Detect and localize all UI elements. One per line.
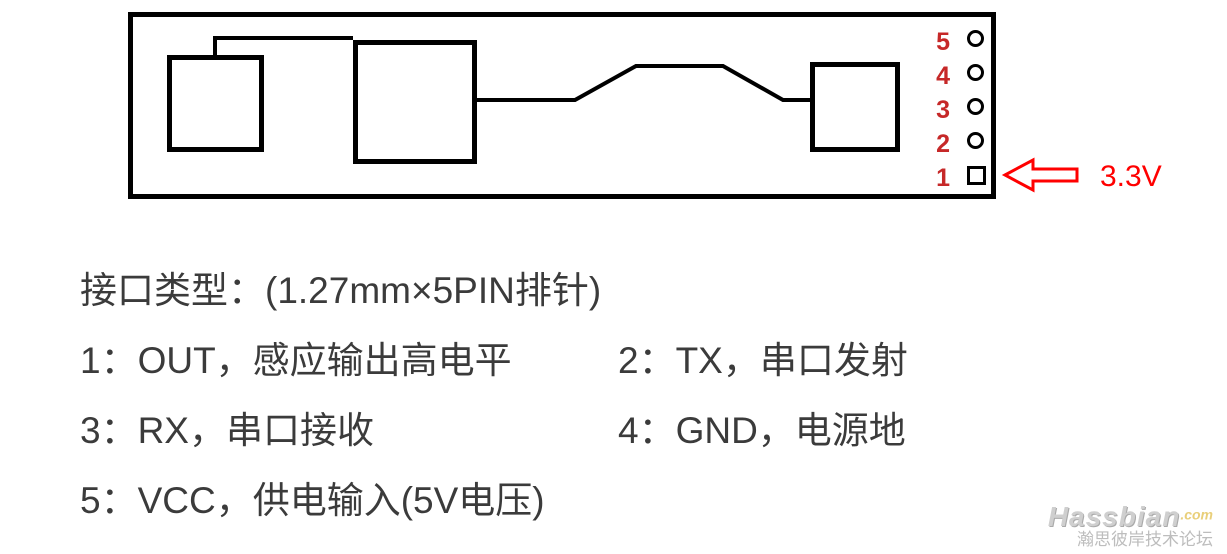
pin-desc-4: 4：GND，电源地 [618, 400, 906, 454]
watermark-dotcom: .com [1180, 507, 1213, 523]
pin-label-5: 5 [920, 28, 950, 57]
pin-desc-2: 2：TX，串口发射 [618, 330, 908, 384]
pin-label-4: 4 [920, 62, 950, 91]
watermark-brand: Hassbian [1048, 501, 1181, 532]
callout-label: 3.3V [1100, 160, 1162, 194]
pin-4-circle [967, 64, 984, 81]
pin-label-2: 2 [920, 130, 950, 159]
right-chip [810, 62, 900, 152]
pin-desc-3: 3：RX，串口接收 [80, 400, 374, 454]
pin-label-1: 1 [920, 164, 950, 193]
pin-3-circle [967, 98, 984, 115]
pin-2-circle [967, 132, 984, 149]
pin-1-square [967, 166, 986, 185]
pin-desc-1: 1：OUT，感应输出高电平 [80, 330, 512, 384]
watermark-subtitle: 瀚思彼岸技术论坛 [1048, 531, 1213, 548]
watermark: Hassbian.com 瀚思彼岸技术论坛 [1048, 503, 1213, 548]
left-chip [167, 55, 264, 152]
center-chip [353, 40, 477, 164]
pin-5-circle [967, 30, 984, 47]
pin-desc-5: 5：VCC，供电输入(5V电压) [80, 470, 545, 524]
pin-label-3: 3 [920, 96, 950, 125]
interface-title: 接口类型：(1.27mm×5PIN排针) [80, 260, 601, 314]
